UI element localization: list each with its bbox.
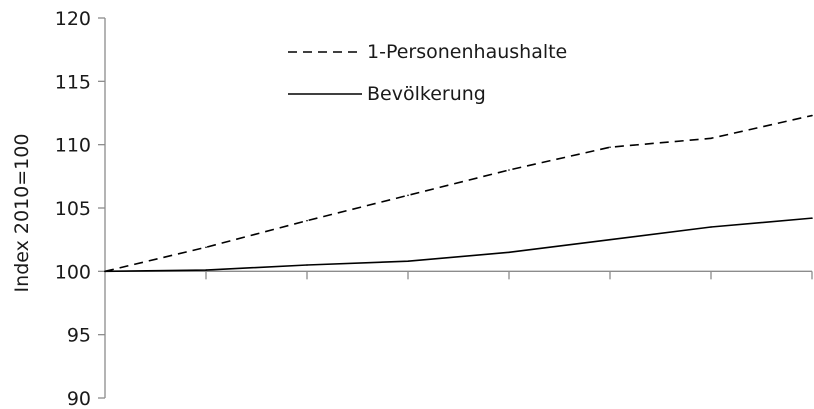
series-1-point-2	[306, 264, 308, 266]
series-0-point-5	[609, 146, 611, 148]
series-1-point-1	[205, 269, 207, 271]
series-0-point-2	[306, 219, 308, 222]
series-0-point-7	[811, 114, 813, 117]
y-tick-label-95: 95	[67, 325, 91, 347]
y-tick-label-120: 120	[55, 8, 91, 30]
y-tick-label-105: 105	[55, 198, 91, 220]
series-0-point-6	[710, 137, 712, 140]
y-tick-label-100: 100	[55, 261, 91, 283]
series-0-point-1	[205, 246, 207, 249]
series-line-0	[104, 114, 813, 273]
x-axis-ticks	[205, 271, 813, 280]
series-1-point-6	[710, 226, 712, 228]
y-tick-label-90: 90	[67, 388, 91, 409]
y-tick-label-110: 110	[55, 135, 91, 157]
legend-label-1: Bevölkerung	[367, 83, 486, 105]
legend: 1-Personenhaushalte Bevölkerung	[288, 41, 567, 105]
series-1-point-3	[407, 260, 409, 263]
series-1-point-4	[508, 251, 510, 254]
series-1-point-5	[609, 238, 611, 241]
series-1-point-7	[811, 217, 813, 219]
series-1-point-0	[104, 270, 106, 273]
series-group	[104, 114, 813, 273]
y-axis-ticks: 90 95 100 105 110 115 120	[55, 8, 105, 409]
y-axis-title: Index 2010=100	[11, 134, 33, 293]
legend-label-0: 1-Personenhaushalte	[367, 41, 567, 63]
series-line-1	[104, 217, 813, 273]
series-0-point-4	[508, 169, 510, 171]
y-tick-label-115: 115	[55, 71, 91, 93]
series-0-point-3	[407, 194, 409, 197]
